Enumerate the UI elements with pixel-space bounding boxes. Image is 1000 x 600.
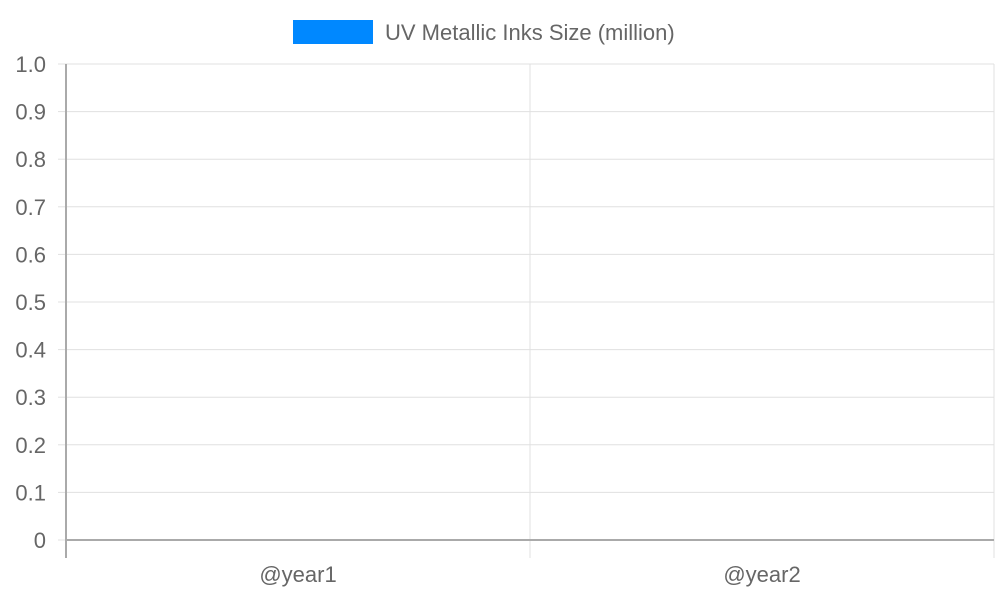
- y-tick-label: 0.6: [15, 242, 46, 267]
- y-axis: 0 0.1 0.2 0.3 0.4 0.5 0.6 0.7 0.8 0.9 1.0: [15, 52, 67, 558]
- y-tick-label: 0.9: [15, 100, 46, 125]
- y-tick-label: 1.0: [15, 52, 46, 77]
- legend-swatch: [293, 20, 373, 44]
- x-tick-label: @year2: [723, 562, 800, 587]
- x-axis: @year1 @year2: [66, 539, 994, 587]
- y-tick-label: 0.2: [15, 433, 46, 458]
- y-tick-label: 0: [34, 528, 46, 553]
- legend-label: UV Metallic Inks Size (million): [385, 20, 675, 45]
- y-tick-label: 0.3: [15, 385, 46, 410]
- y-tick-label: 0.8: [15, 147, 46, 172]
- y-tick-label: 0.7: [15, 195, 46, 220]
- y-tick-label: 0.5: [15, 290, 46, 315]
- grid-lines: [66, 63, 995, 558]
- y-tick-label: 0.4: [15, 338, 46, 363]
- legend: UV Metallic Inks Size (million): [293, 20, 675, 45]
- y-tick-label: 0.1: [15, 480, 46, 505]
- x-tick-label: @year1: [259, 562, 336, 587]
